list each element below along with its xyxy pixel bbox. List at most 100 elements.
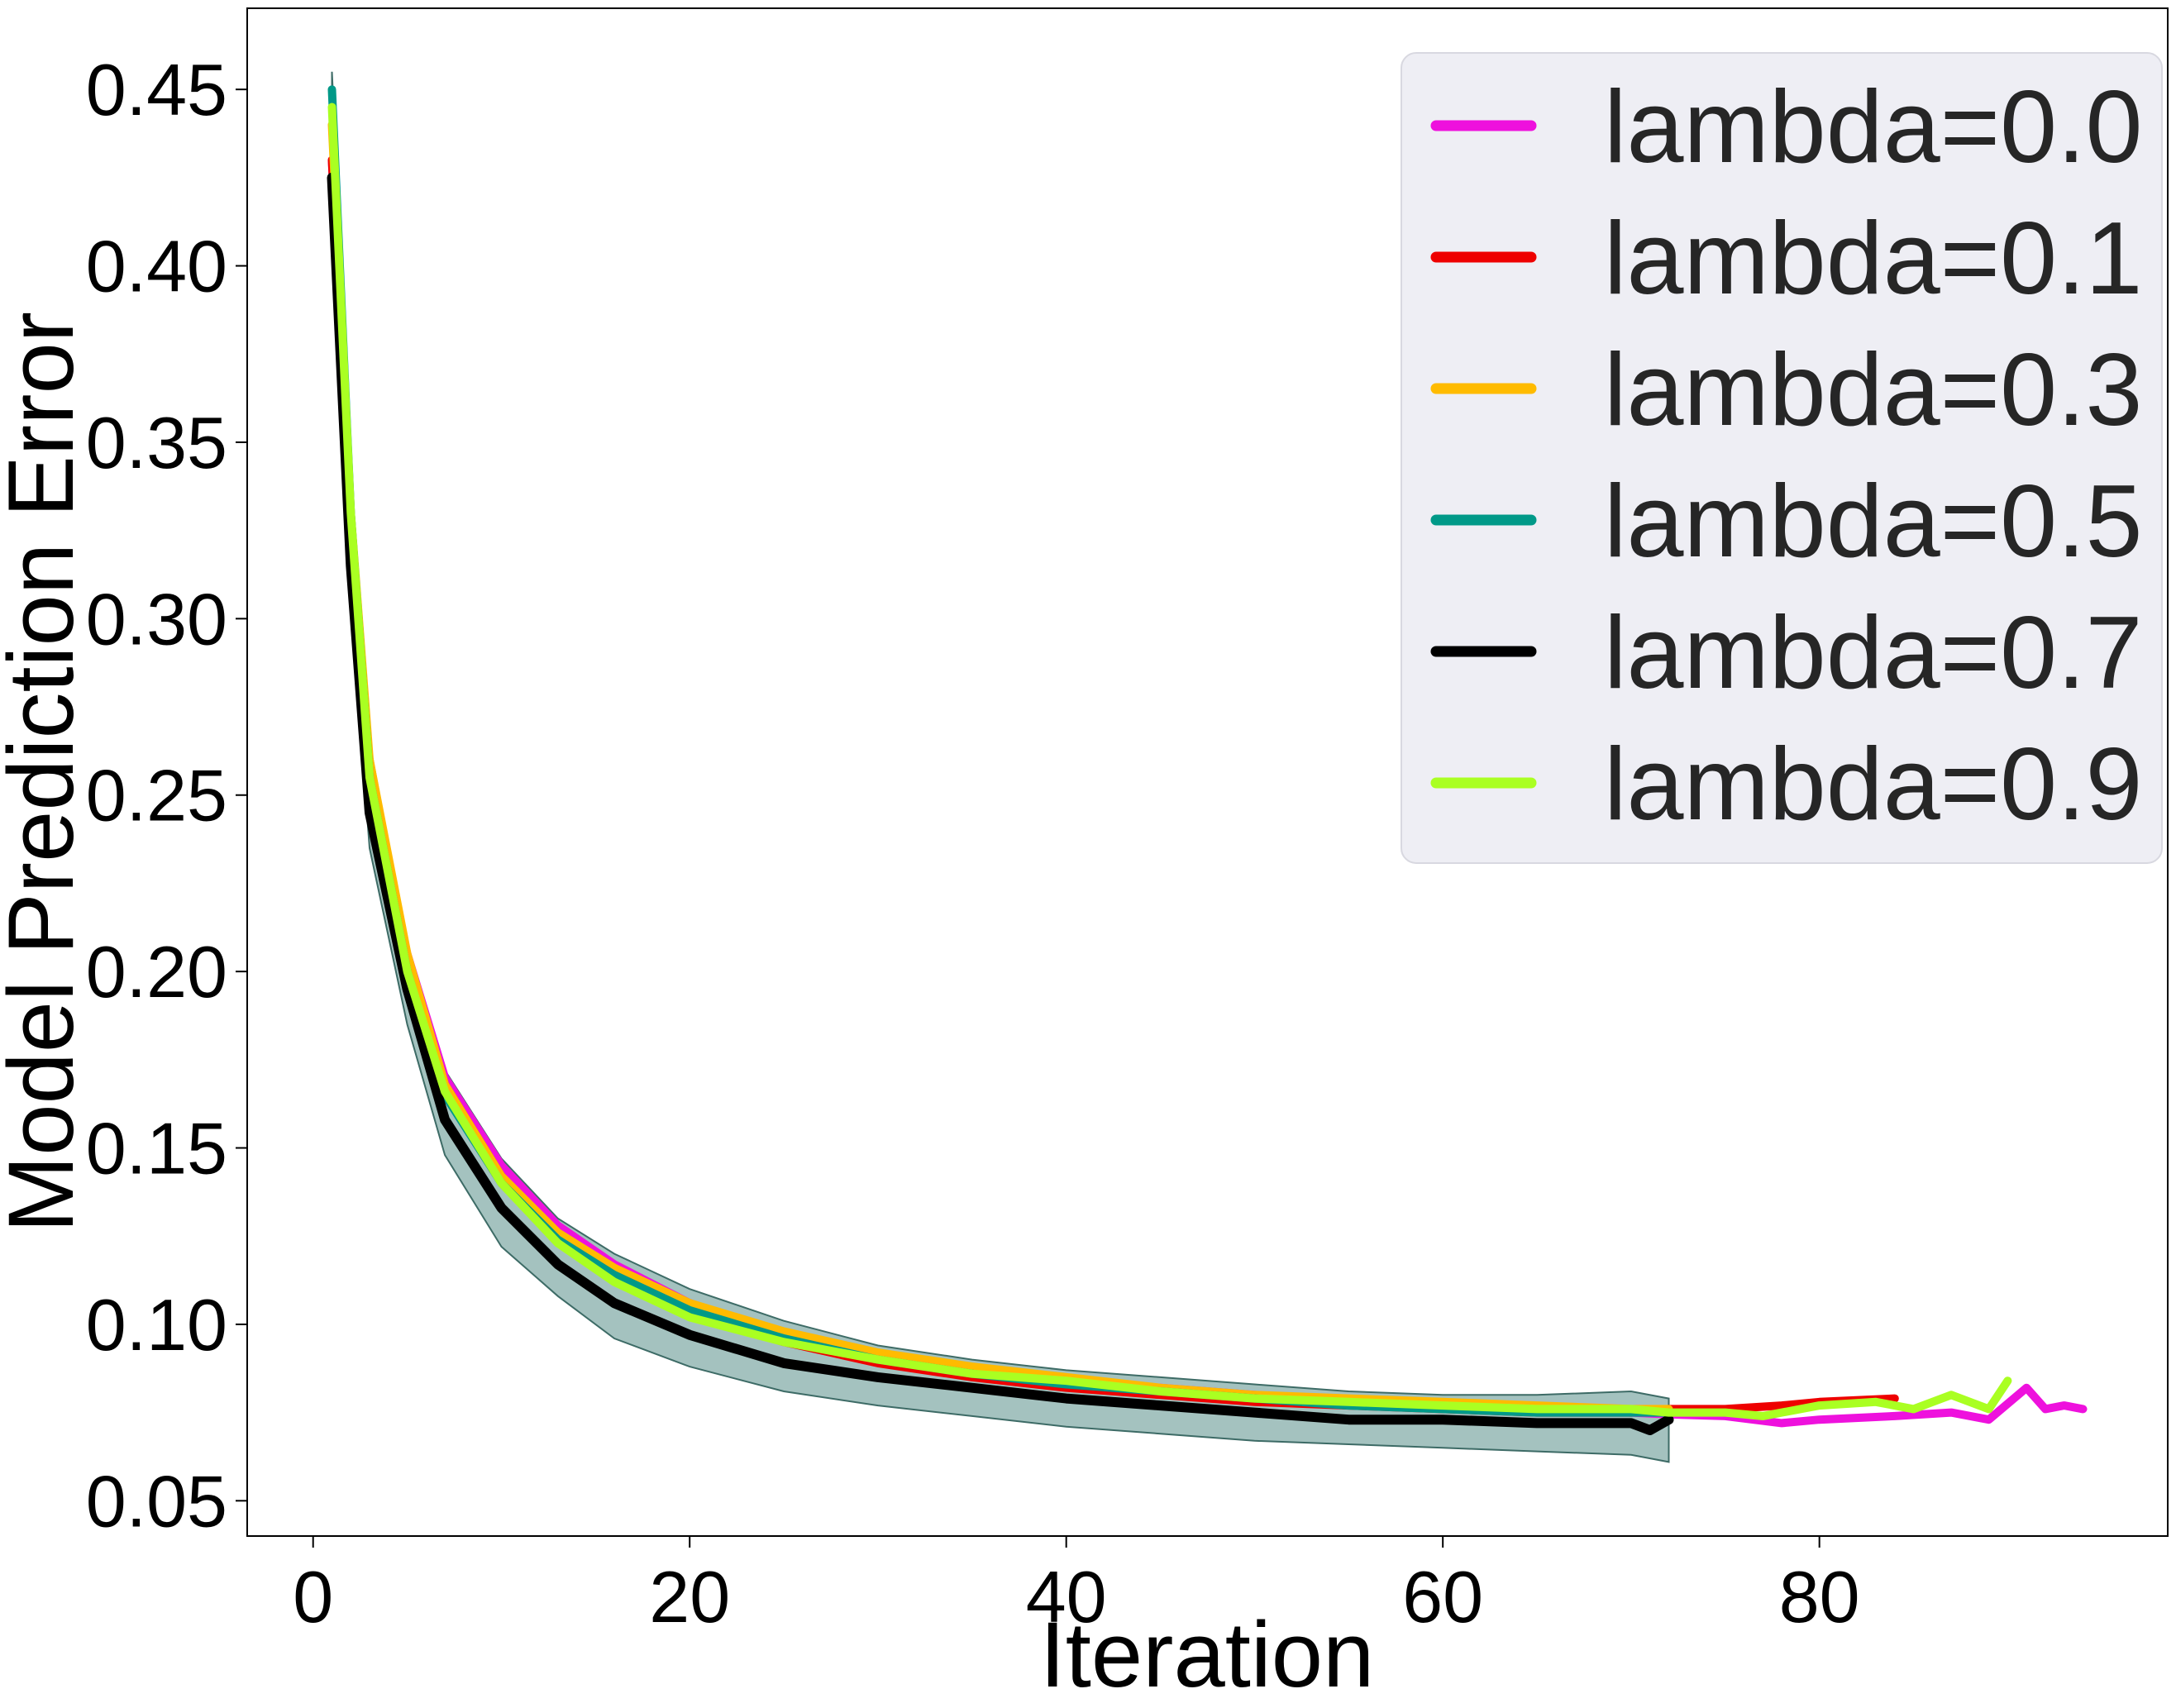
data-point [1065,1380,1067,1382]
data-point [556,1242,559,1244]
data-point [1762,1415,1764,1417]
y-tick-label: 0.20 [86,931,227,1013]
legend-label: lambda=0.1 [1604,202,2142,316]
data-point [689,1302,691,1305]
legend-label: lambda=0.0 [1604,70,2142,184]
data-point [689,1333,691,1336]
data-point [369,812,370,814]
plot-frame [246,7,2169,1537]
data-point [1159,1391,1162,1392]
y-tick-label: 0.15 [86,1108,227,1190]
y-tick-label: 0.25 [86,755,227,837]
data-point [406,971,408,973]
data-point [1875,1400,1877,1403]
data-point [1818,1405,1820,1407]
data-point [1253,1411,1256,1414]
data-point [876,1376,879,1378]
data-point [500,1207,503,1209]
y-tick-label: 0.10 [86,1284,227,1366]
y-tick-label: 0.05 [86,1460,227,1542]
legend-label: lambda=0.9 [1604,728,2142,842]
data-point [1442,1419,1444,1421]
data-point [1893,1415,1896,1417]
data-point [1781,1422,1783,1424]
data-point [1912,1408,1915,1410]
series-line-lambda-0-9 [327,103,2012,1420]
x-axis-label: Iteration [1040,1603,1375,1706]
y-tick-label: 0.40 [86,226,227,308]
data-point [971,1366,973,1368]
y-axis-label: Model Prediction Error [0,312,93,1233]
x-axis: 0 20 40 60 80 [293,1536,1860,1638]
data-point [1536,1408,1539,1410]
data-point [1950,1411,1953,1414]
data-point [1630,1422,1632,1424]
data-point [1159,1405,1162,1407]
data-point [613,1302,616,1305]
data-point [1781,1405,1783,1407]
data-point [689,1316,691,1319]
data-point [1724,1411,1726,1414]
data-point [444,1090,446,1093]
data-point [1253,1397,1256,1400]
data-point [556,1224,559,1227]
data-point [876,1352,879,1354]
data-point [876,1358,879,1361]
data-point [406,988,408,990]
y-tick-label: 0.35 [86,402,227,484]
data-point [331,88,333,91]
data-point [1442,1405,1444,1407]
data-point [1950,1394,1953,1396]
x-tick-label: 40 [1026,1556,1107,1638]
data-point [444,1119,446,1121]
data-point [1893,1397,1896,1400]
x-tick-label: 60 [1402,1556,1483,1638]
data-point [783,1362,785,1364]
data-point [500,1164,503,1166]
legend: lambda=0.0 lambda=0.1 lambda=0.3 lambda=0.5… [1401,52,2163,864]
data-point [689,1309,691,1311]
data-point [613,1267,616,1269]
std-band-area [331,71,1670,1463]
legend-label: lambda=0.7 [1604,596,2142,710]
y-tick-label: 0.30 [86,578,227,660]
data-point [971,1386,973,1389]
legend-label: lambda=0.5 [1604,465,2142,579]
data-point [1668,1419,1670,1421]
legend-box [1401,52,2163,864]
x-tick-label: 80 [1779,1556,1860,1638]
data-point [369,776,370,779]
data-point [783,1330,785,1333]
data-point [1348,1419,1350,1421]
data-point [783,1341,785,1343]
data-point [500,1182,503,1185]
std-band-layer [331,71,1670,1463]
data-point [1630,1408,1632,1410]
legend-entries: lambda=0.0 lambda=0.1 lambda=0.3 lambda=0.5… [1430,70,2142,842]
data-point [2082,1408,2084,1410]
data-point [556,1232,559,1233]
legend-label: lambda=0.3 [1604,333,2142,447]
data-point [1818,1419,1820,1421]
data-point [2007,1380,2009,1382]
data-point [1348,1400,1350,1403]
data-point [613,1274,616,1276]
series-layer [327,85,2088,1435]
data-point [1988,1408,1990,1410]
data-point [556,1263,559,1266]
data-point [1649,1429,1651,1431]
data-point [613,1281,616,1283]
data-point [2026,1386,2028,1389]
data-point [971,1372,973,1375]
data-point [2045,1408,2046,1410]
data-point [350,512,352,514]
x-tick-label: 20 [649,1556,730,1638]
x-tick-label: 0 [293,1556,333,1638]
data-point [1536,1422,1539,1424]
data-point [1988,1419,1990,1421]
data-point [1668,1411,1670,1414]
data-point [331,106,333,108]
y-axis: 0.05 0.10 0.15 0.20 0.25 0.30 0.35 0.40 0.45 [86,49,247,1542]
data-point [1065,1397,1067,1400]
